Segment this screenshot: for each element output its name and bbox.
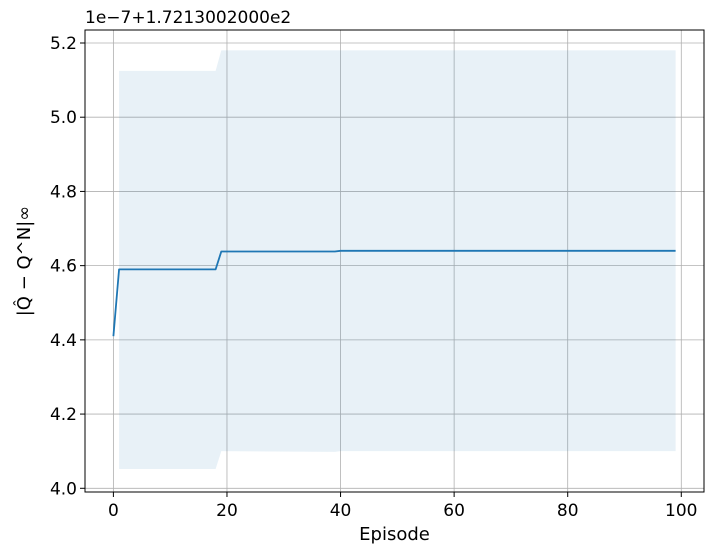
ticks: 0 20 40 60 80 100 4.0 4.2 4.4 4.6 4.8 5.0 5.2 <box>50 34 698 521</box>
x-tick-label: 0 <box>108 501 119 521</box>
y-tick-label: 4.6 <box>50 257 77 277</box>
y-axis-label: |Q̂ − Q^N|∞ <box>14 206 35 317</box>
axis-offset-label: 1e−7+1.7213002000e2 <box>85 8 291 28</box>
y-tick-label: 4.8 <box>50 182 77 202</box>
series-layer <box>112 249 676 337</box>
y-tick-label: 4.0 <box>50 479 77 499</box>
y-tick-label: 5.2 <box>50 34 77 54</box>
x-tick-label: 40 <box>330 501 352 521</box>
y-tick-label: 4.4 <box>50 331 77 351</box>
confidence-band <box>119 50 676 469</box>
y-tick-label: 4.2 <box>50 405 77 425</box>
x-tick-label: 60 <box>443 501 465 521</box>
plot-frame <box>84 29 705 493</box>
grid <box>85 30 704 492</box>
confidence-band-layer <box>119 50 676 469</box>
x-tick-label: 20 <box>216 501 238 521</box>
x-axis-label: Episode <box>359 524 430 545</box>
series-line <box>112 249 676 337</box>
y-tick-label: 5.0 <box>50 108 77 128</box>
x-tick-label: 80 <box>557 501 579 521</box>
x-tick-label: 100 <box>665 501 697 521</box>
